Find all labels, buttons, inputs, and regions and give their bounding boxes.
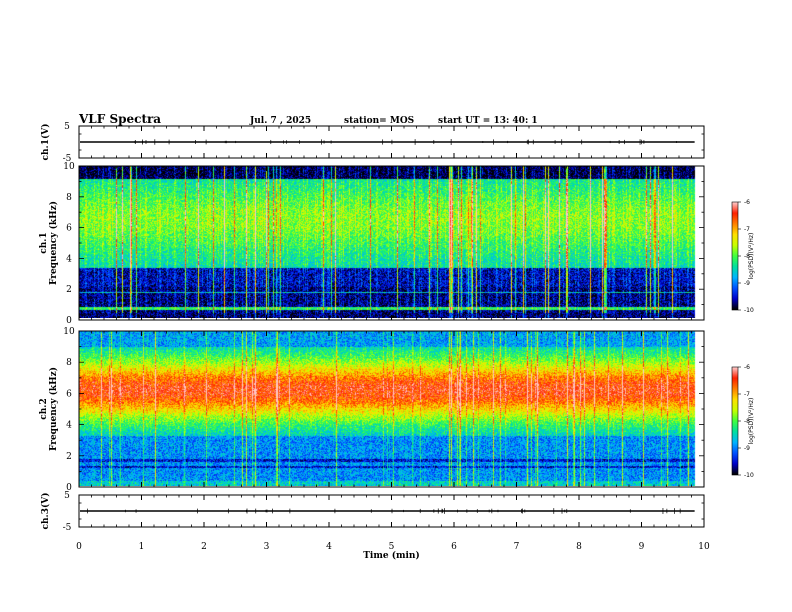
y-tick-label: 6 <box>66 389 72 399</box>
x-tick-label: 8 <box>576 542 582 552</box>
y-axis-title-ch3: ch.3(V) <box>40 493 51 530</box>
x-axis-title: Time (min) <box>363 550 420 561</box>
x-tick-label: 9 <box>639 542 645 552</box>
y-tick-label: -5 <box>63 523 72 533</box>
y-tick-label: 4 <box>66 421 72 431</box>
y-tick-label: 6 <box>66 224 72 234</box>
x-tick-label: 5 <box>389 542 395 552</box>
y-tick-label: -5 <box>63 154 72 164</box>
colorbar-tick-label: -8 <box>744 253 750 260</box>
y-tick-label: 4 <box>66 254 72 264</box>
colorbar-tick-label: -6 <box>744 199 750 206</box>
colorbar-title: log(PSD)(V²/Hz) <box>748 398 755 445</box>
x-tick-label: 2 <box>201 542 207 552</box>
y-tick-label: 8 <box>66 358 72 368</box>
x-tick-label: 7 <box>514 542 520 552</box>
x-tick-label: 0 <box>76 542 82 552</box>
ch1-colorbar <box>732 202 738 310</box>
colorbar-tick-label: -7 <box>744 226 750 233</box>
y-axis-title-frequency: Frequency (kHz) <box>48 367 59 451</box>
colorbar-tick-label: -8 <box>744 418 750 425</box>
colorbar-title: log(PSD)(V²/Hz) <box>748 233 755 280</box>
y-axis-title-ch1: ch.1(V) <box>40 124 51 161</box>
y-tick-label: 10 <box>63 327 75 337</box>
header-station: station= MOS <box>344 116 414 126</box>
colorbar-tick-label: -10 <box>744 307 754 314</box>
colorbar-tick-label: -6 <box>744 364 750 371</box>
y-axis-title-channel: ch.2 <box>39 398 49 419</box>
x-tick-label: 6 <box>451 542 457 552</box>
colorbar-tick-label: -9 <box>744 445 750 452</box>
y-tick-label: 8 <box>66 193 72 203</box>
y-tick-label: 5 <box>64 491 70 501</box>
y-tick-label: 2 <box>66 285 72 295</box>
header-date: Jul. 7 , 2025 <box>249 116 311 126</box>
y-tick-label: 5 <box>64 122 70 132</box>
colorbar-tick-label: -7 <box>744 391 750 398</box>
y-tick-label: 0 <box>66 316 72 326</box>
colorbar-tick-label: -9 <box>744 280 750 287</box>
x-tick-label: 3 <box>264 542 270 552</box>
ch1-spectrogram-raster <box>79 166 704 318</box>
y-axis-title-frequency: Frequency (kHz) <box>48 201 59 285</box>
colorbar-tick-label: -10 <box>744 472 754 479</box>
header-start-time: start UT = 13: 40: 1 <box>438 116 538 126</box>
y-tick-label: 2 <box>66 452 72 462</box>
x-tick-label: 4 <box>326 542 332 552</box>
y-tick-label: 10 <box>63 162 75 172</box>
ch2-spectrogram-raster <box>79 331 704 486</box>
y-tick-label: 0 <box>66 483 72 493</box>
y-axis-title-channel: ch.1 <box>39 232 49 253</box>
figure-title: VLF Spectra <box>78 112 161 126</box>
x-tick-label: 1 <box>139 542 145 552</box>
x-tick-label: 10 <box>698 542 710 552</box>
ch2-colorbar <box>732 367 738 475</box>
